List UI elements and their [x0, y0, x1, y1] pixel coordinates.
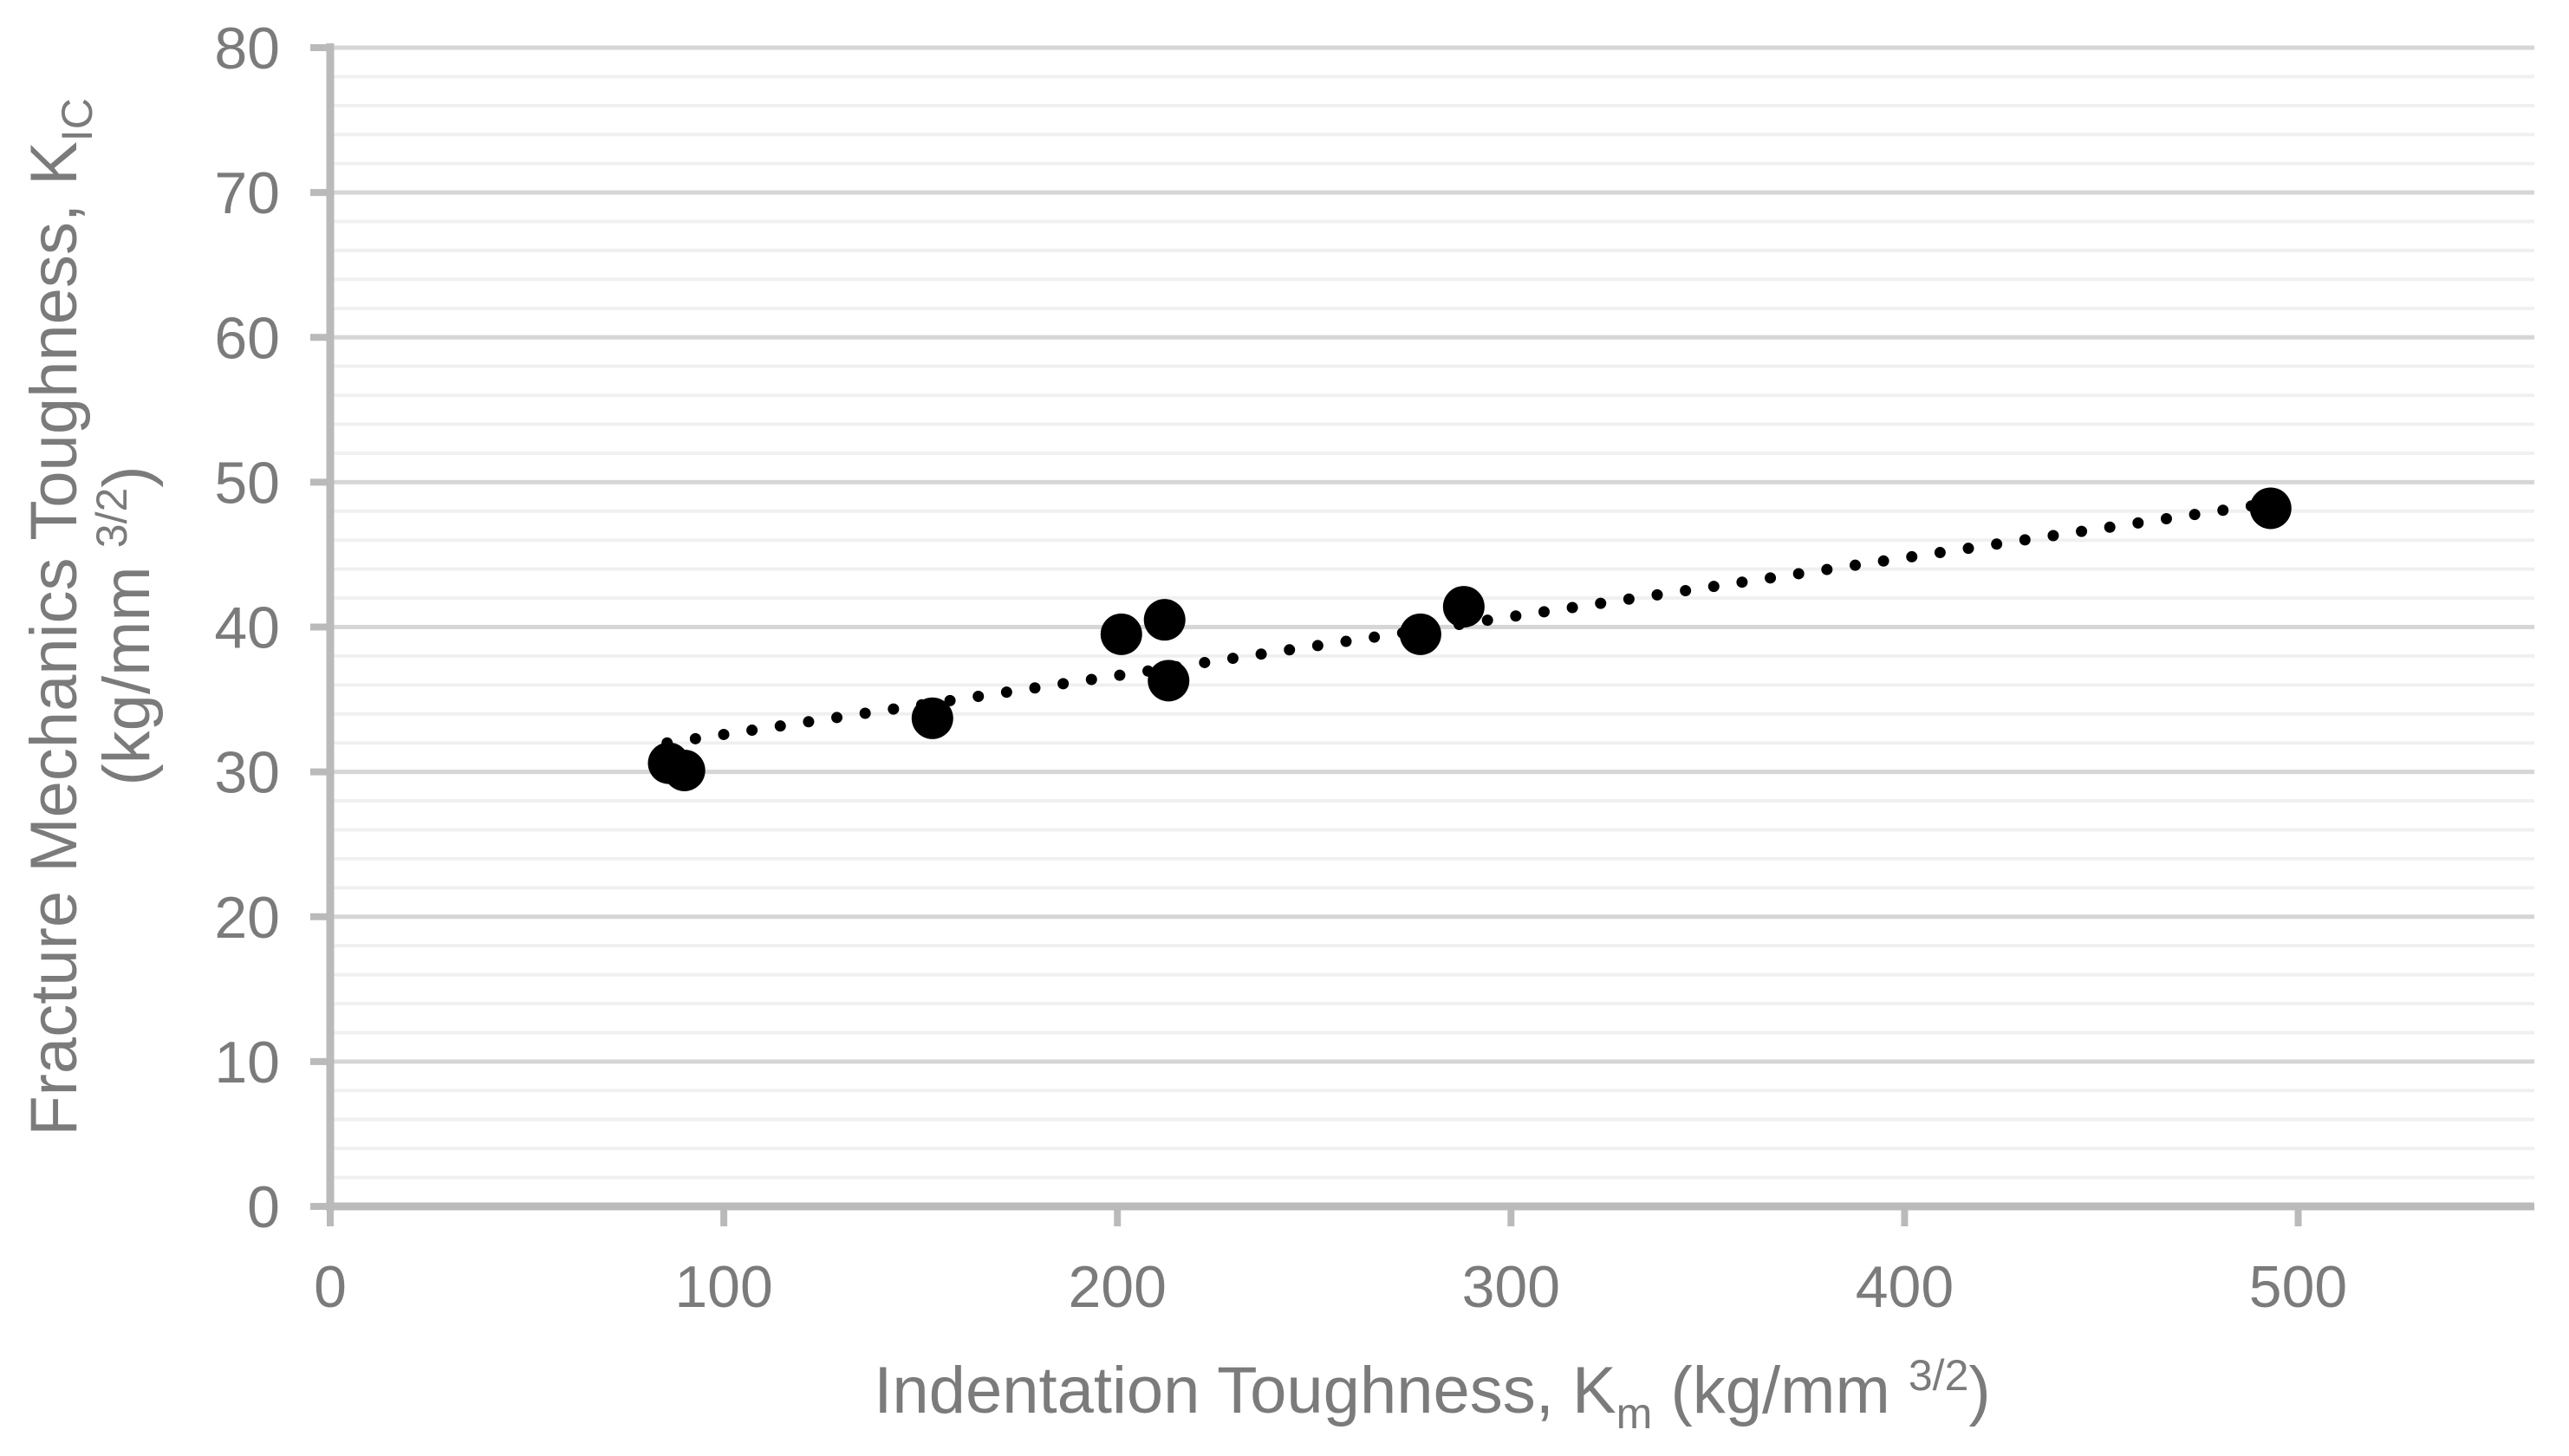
- minor-gridlines: [330, 75, 2534, 1180]
- data-point: [1148, 660, 1190, 702]
- y-tick-label: 70: [214, 160, 280, 226]
- x-tick-label: 300: [1462, 1254, 1560, 1320]
- dotted-trendline: [661, 493, 2300, 749]
- x-tick-labels: 0 100 200 300 400 500: [314, 1254, 2347, 1320]
- y-axis-title-line2: (kg/mm 3/2): [88, 465, 164, 785]
- x-tick-label: 200: [1068, 1254, 1166, 1320]
- y-tick-label: 40: [214, 595, 280, 661]
- x-tick-label: 500: [2249, 1254, 2347, 1320]
- y-axis-title-line1: Fracture Mechanics Toughness, KIC: [17, 98, 101, 1136]
- data-point: [663, 749, 706, 791]
- x-tick-label: 100: [674, 1254, 772, 1320]
- y-tick-labels: 0 10 20 30 40 50 60 70 80: [214, 16, 280, 1240]
- trendline: [661, 493, 2300, 749]
- y-axis-title: Fracture Mechanics Toughness, KIC(kg/mm …: [17, 98, 164, 1136]
- y-tick-label: 20: [214, 885, 280, 951]
- data-point: [1399, 613, 1441, 655]
- x-axis-title-text: Indentation Toughness, Km (kg/mm 3/2): [874, 1351, 1990, 1438]
- data-point: [1100, 613, 1142, 655]
- y-tick-label: 80: [214, 16, 280, 81]
- y-tick-label: 10: [214, 1030, 280, 1095]
- x-axis-title: Indentation Toughness, Km (kg/mm 3/2): [874, 1351, 1990, 1438]
- data-point: [2249, 487, 2292, 530]
- data-point: [1442, 586, 1485, 628]
- y-tick-label: 0: [247, 1174, 280, 1240]
- data-point: [911, 697, 953, 739]
- data-point: [1143, 599, 1186, 641]
- x-tick-label: 400: [1856, 1254, 1954, 1320]
- x-tick-label: 0: [314, 1254, 347, 1320]
- major-gridlines: [330, 45, 2534, 1064]
- y-tick-label: 50: [214, 450, 280, 516]
- axis-ticks: [310, 44, 2302, 1226]
- y-tick-label: 30: [214, 740, 280, 806]
- data-points: [647, 487, 2292, 791]
- y-tick-label: 60: [214, 305, 280, 371]
